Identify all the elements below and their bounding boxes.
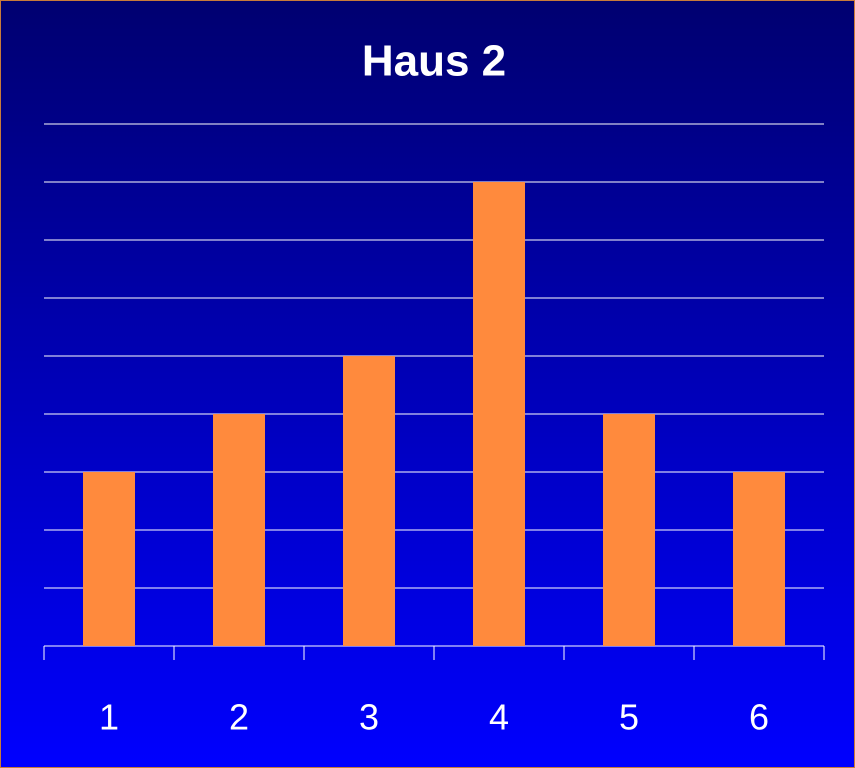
bar xyxy=(603,414,655,646)
bar xyxy=(83,472,135,646)
x-tick-label: 1 xyxy=(99,697,119,738)
x-tick-label: 6 xyxy=(749,697,769,738)
bar xyxy=(473,182,525,646)
chart-title: Haus 2 xyxy=(362,37,506,86)
bar xyxy=(213,414,265,646)
x-tick-label: 5 xyxy=(619,697,639,738)
x-tick-label: 3 xyxy=(359,697,379,738)
bar xyxy=(733,472,785,646)
x-tick-label: 2 xyxy=(229,697,249,738)
bar xyxy=(343,356,395,646)
x-tick-label: 4 xyxy=(489,697,509,738)
